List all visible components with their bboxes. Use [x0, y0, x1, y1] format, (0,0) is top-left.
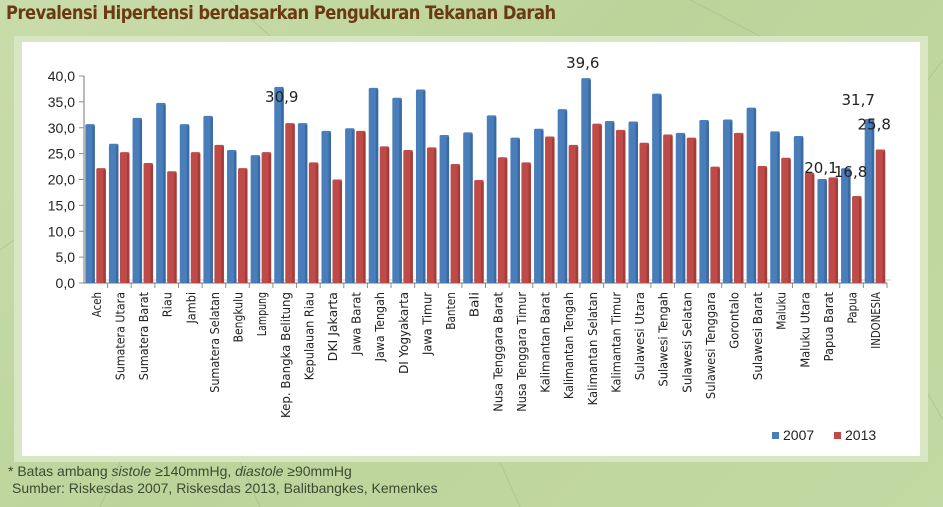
- category-label: Kalimantan Selatan: [585, 292, 600, 405]
- data-label: 30,9: [265, 88, 298, 106]
- category-label: Sumatera Utara: [112, 292, 127, 380]
- data-label: 25,8: [857, 115, 890, 133]
- data-label: 31,7: [841, 91, 874, 109]
- category-label: Kalimantan Barat: [538, 292, 553, 393]
- category-label: Banten: [443, 292, 458, 330]
- category-label: INDONESIA: [868, 292, 883, 349]
- category-label: Jawa Timur: [419, 291, 434, 356]
- category-label: Sulawesi Tenggara: [703, 292, 718, 399]
- category-label: Lampung: [254, 292, 269, 336]
- category-label: Sulawesi Tengah: [656, 292, 671, 387]
- category-label: Sulawesi Barat: [750, 292, 765, 380]
- y-tick-label: 25,0: [48, 146, 75, 162]
- category-label: Sumatera Barat: [136, 292, 151, 380]
- legend-label-2013: 2013: [845, 427, 876, 443]
- category-label: Kepulauan Riau: [301, 292, 316, 380]
- category-label: Kep. Bangka Belitung: [278, 292, 293, 418]
- category-label: Nusa Tenggara Barat: [490, 292, 505, 412]
- footnote-threshold: * Batas ambang sistole ≥140mmHg, diastol…: [8, 463, 352, 479]
- category-label: Jambi: [183, 292, 198, 324]
- page-title: Prevalensi Hipertensi berdasarkan Penguk…: [6, 2, 556, 24]
- data-label: 16,8: [834, 163, 867, 181]
- y-tick-label: 10,0: [48, 223, 75, 239]
- category-label: Sulawesi Selatan: [679, 292, 694, 393]
- category-label: Sulawesi Utara: [632, 292, 647, 380]
- y-tick-label: 5,0: [56, 249, 76, 265]
- category-label: Maluku Utara: [797, 292, 812, 368]
- category-label: DKI Jakarta: [325, 292, 340, 361]
- legend-swatch-2007: [772, 432, 779, 439]
- category-label: Kalimantan Tengah: [561, 292, 576, 399]
- category-label: Nusa Tenggara Timur: [514, 291, 529, 411]
- category-label: Aceh: [89, 292, 104, 317]
- y-tick-label: 30,0: [48, 120, 75, 136]
- category-label: Papua: [845, 292, 860, 324]
- footnote: * Batas ambang sistole ≥140mmHg, diastol…: [8, 463, 438, 497]
- category-label: Jawa Tengah: [372, 292, 387, 362]
- data-label: 20,1: [804, 159, 837, 177]
- y-tick-label: 0,0: [56, 275, 76, 291]
- category-label: Sumatera Selatan: [207, 292, 222, 393]
- category-label: Maluku: [774, 292, 789, 330]
- footnote-source: Sumber: Riskesdas 2007, Riskesdas 2013, …: [12, 480, 438, 496]
- chart-panel: 0,0 5,0 10,0 15,0 20,0 25,0 30,0 35,0 40,0 Aceh Su…: [22, 42, 920, 456]
- category-label: Jawa Barat: [349, 292, 364, 356]
- category-label: Kalimantan Timur: [608, 291, 623, 393]
- category-label: DI Yogyakarta: [396, 292, 411, 374]
- bar-chart: 0,0 5,0 10,0 15,0 20,0 25,0 30,0 35,0 40,0 Aceh Su…: [48, 54, 891, 443]
- category-label: Bali: [467, 292, 482, 317]
- data-label: 39,6: [566, 54, 599, 72]
- y-tick-label: 15,0: [48, 197, 75, 213]
- y-tick-label: 20,0: [48, 172, 75, 188]
- category-label: Gorontalo: [726, 292, 741, 349]
- y-tick-label: 35,0: [48, 94, 75, 110]
- category-label: Riau: [160, 292, 175, 317]
- legend-label-2007: 2007: [783, 427, 814, 443]
- category-label: Bengkulu: [231, 292, 246, 342]
- category-label: Papua Barat: [821, 292, 836, 361]
- y-tick-label: 40,0: [48, 68, 75, 84]
- legend-swatch-2013: [834, 432, 841, 439]
